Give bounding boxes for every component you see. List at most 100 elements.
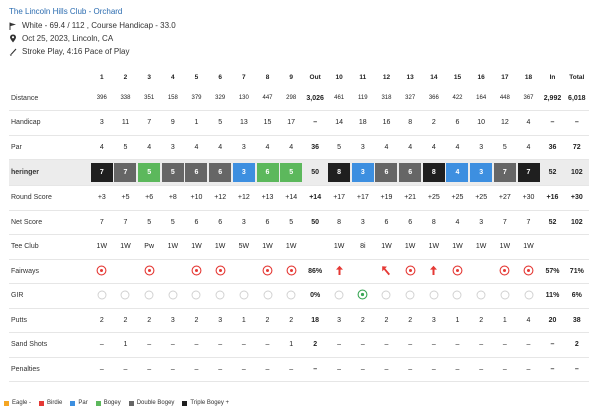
- flag-icon: [9, 22, 19, 30]
- penalties-cell: –: [208, 357, 232, 382]
- putts-cell: 2: [113, 308, 138, 333]
- net-score-cell: 6: [184, 210, 209, 235]
- row-label: Penalties: [9, 357, 90, 382]
- handicap-cell: 12: [493, 110, 517, 136]
- gir-cell: [327, 283, 351, 309]
- player-cell: 6: [208, 159, 232, 186]
- row-label: Putts: [9, 308, 90, 333]
- player-cell: 8: [421, 159, 446, 186]
- score-chip-triple: 8: [422, 163, 445, 182]
- putts-cell: 2: [469, 308, 493, 333]
- gir-cell: [208, 283, 232, 309]
- legend-swatch: [70, 400, 76, 406]
- handicap-cell: 16: [374, 110, 399, 136]
- net-score-cell: 8: [421, 210, 446, 235]
- fairways-cell: [493, 259, 517, 284]
- header-corner: [9, 69, 90, 86]
- column-header-10: 10: [335, 74, 343, 81]
- score-chip-bogey: 6: [256, 163, 279, 182]
- round-score-cell: +19: [374, 185, 399, 211]
- tee-club-cell: 1W: [160, 234, 185, 260]
- distance-cell: 461: [327, 86, 351, 111]
- tee-club-cell: 1W: [279, 234, 304, 260]
- row-handicap: Handicap 3 11 7 9 1 5 13 15 17–14 18 16 8 2 6 10 12 4– –: [9, 110, 589, 136]
- row-label: Distance: [9, 86, 90, 111]
- gir-hit-icon: [357, 289, 368, 302]
- legend-swatch: [95, 400, 101, 406]
- gir-miss-icon: [500, 290, 510, 302]
- column-header-out: Out: [309, 74, 321, 81]
- par-cell: 4: [445, 135, 470, 160]
- tee-club-cell: Pw: [137, 234, 161, 260]
- round-score-cell: +16: [540, 185, 565, 211]
- miss-target-icon: [262, 265, 273, 278]
- club-name-link[interactable]: The Lincoln Hills Club - Orchard: [9, 7, 123, 16]
- distance-cell: 338: [113, 86, 138, 111]
- fairways-cell: 71%: [564, 259, 589, 284]
- par-cell: 3: [469, 135, 493, 160]
- handicap-cell: 4: [516, 110, 541, 136]
- net-score-cell: 7: [516, 210, 541, 235]
- distance-cell: 448: [493, 86, 517, 111]
- distance-cell: 447: [255, 86, 280, 111]
- score-chip-double: 7: [114, 163, 137, 182]
- row-penalties: Penalties – – – – – – – – – – – – – – – – – – – – –: [9, 357, 589, 382]
- fairways-cell: [208, 259, 232, 284]
- row-label: Net Score: [9, 210, 90, 235]
- gir-cell: [255, 283, 280, 309]
- gir-miss-icon: [168, 290, 178, 302]
- par-cell: 36: [540, 135, 565, 160]
- tee-club-cell: 1W: [255, 234, 280, 260]
- gir-cell: [516, 283, 541, 309]
- score-chip-double: 5: [161, 163, 184, 182]
- miss-target-icon: [499, 265, 510, 278]
- sand-shots-cell: –: [469, 332, 493, 358]
- sand-shots-cell: –: [540, 332, 565, 358]
- fairways-cell: [445, 259, 470, 284]
- penalties-cell: –: [232, 357, 256, 382]
- row-label: Par: [9, 135, 90, 160]
- penalties-cell: –: [421, 357, 446, 382]
- putts-cell: 18: [303, 308, 328, 333]
- net-score-cell: 3: [469, 210, 493, 235]
- putts-cell: 20: [540, 308, 565, 333]
- scorecard-table: 1 2 3 4 5 6 7 8 9 Out 10 11 12 13 14 15 16 17 18 In Total Dis…: [9, 69, 589, 382]
- handicap-cell: 13: [232, 110, 256, 136]
- column-header-16: 16: [477, 74, 485, 81]
- distance-cell: 351: [137, 86, 161, 111]
- gir-miss-icon: [452, 290, 462, 302]
- gir-miss-icon: [144, 290, 154, 302]
- player-cell: 7: [516, 159, 541, 186]
- column-header-8: 8: [265, 74, 270, 81]
- miss-target-icon: [191, 265, 202, 278]
- net-score-cell: 52: [540, 210, 565, 235]
- row-fairways: Fairways 86% 57% 71%: [9, 259, 589, 284]
- par-cell: 5: [493, 135, 517, 160]
- penalties-cell: –: [184, 357, 209, 382]
- fairways-cell: [374, 259, 399, 284]
- par-cell: 3: [350, 135, 375, 160]
- player-cell: 6: [374, 159, 399, 186]
- sand-shots-cell: –: [398, 332, 422, 358]
- par-cell: 4: [398, 135, 422, 160]
- par-cell: 4: [89, 135, 114, 160]
- distance-cell: 119: [350, 86, 375, 111]
- row-distance: Distance 396 338 351 158 379 329 130 447 298 3,026…: [9, 86, 589, 111]
- sand-shots-cell: –: [208, 332, 232, 358]
- row-putts: Putts 2 2 2 3 2 3 1 2 2 18 3 2 2 2 3 1 2 1 4 20 38: [9, 308, 589, 333]
- putts-cell: 2: [137, 308, 161, 333]
- tee-club-cell: 1W: [421, 234, 446, 260]
- miss-long-icon: [429, 265, 438, 278]
- score-chip-double: 7: [493, 163, 516, 182]
- par-cell: 36: [303, 135, 328, 160]
- round-score-cell: +27: [493, 185, 517, 211]
- column-header-13: 13: [406, 74, 414, 81]
- player-cell: 3: [350, 159, 375, 186]
- gir-cell: [421, 283, 446, 309]
- putts-cell: 2: [374, 308, 399, 333]
- fairways-cell: 86%: [303, 259, 328, 284]
- distance-cell: 396: [89, 86, 114, 111]
- gir-cell: 0%: [303, 283, 328, 309]
- gir-miss-icon: [239, 290, 249, 302]
- player-name: heringer: [9, 159, 90, 186]
